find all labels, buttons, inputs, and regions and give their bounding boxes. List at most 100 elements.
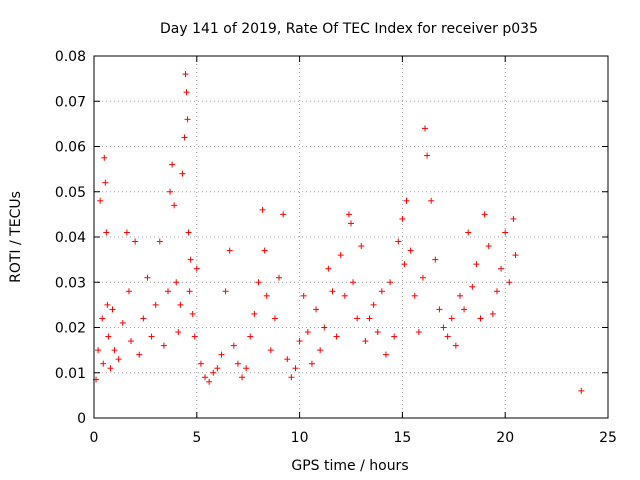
data-point	[304, 329, 311, 336]
data-point	[105, 333, 112, 340]
data-point	[100, 360, 107, 367]
data-point	[313, 306, 320, 313]
data-point	[485, 243, 492, 250]
x-tick-label: 10	[291, 430, 309, 446]
data-point	[354, 315, 361, 322]
data-point	[506, 279, 513, 286]
data-point	[187, 256, 194, 263]
data-point	[218, 351, 225, 358]
data-point	[132, 238, 139, 245]
data-point	[140, 315, 147, 322]
data-point	[169, 161, 176, 168]
data-point	[473, 261, 480, 268]
data-point	[366, 315, 373, 322]
data-point	[115, 356, 122, 363]
data-point	[370, 301, 377, 308]
data-point	[226, 247, 233, 254]
data-point	[382, 351, 389, 358]
y-tick-label: 0.08	[55, 49, 86, 65]
data-point	[255, 279, 262, 286]
x-tick-label: 5	[192, 430, 201, 446]
y-tick-label: 0.03	[55, 275, 86, 291]
data-point	[444, 333, 451, 340]
grid-lines	[94, 56, 608, 418]
data-point	[399, 215, 406, 222]
data-point	[182, 71, 189, 78]
data-point	[337, 252, 344, 259]
data-point	[428, 197, 435, 204]
data-point	[175, 329, 182, 336]
data-point	[452, 342, 459, 349]
data-point	[422, 125, 429, 132]
data-point	[345, 211, 352, 218]
data-point	[214, 365, 221, 372]
data-point	[197, 360, 204, 367]
data-point	[578, 387, 585, 394]
data-point	[358, 243, 365, 250]
data-point	[271, 315, 278, 322]
data-point	[243, 365, 250, 372]
data-point	[259, 206, 266, 213]
data-point	[173, 279, 180, 286]
x-tick-label: 20	[496, 430, 514, 446]
data-point	[284, 356, 291, 363]
data-point	[179, 170, 186, 177]
data-point	[103, 229, 110, 236]
data-point	[165, 288, 172, 295]
data-point	[95, 347, 102, 354]
data-point	[362, 338, 369, 345]
data-point	[185, 229, 192, 236]
data-point	[419, 274, 426, 281]
data-point	[407, 247, 414, 254]
data-point	[202, 374, 209, 381]
data-point	[189, 310, 196, 317]
y-axis-label: ROTI / TECUs	[8, 191, 24, 283]
data-point	[167, 188, 174, 195]
data-point	[498, 265, 505, 272]
data-point	[144, 274, 151, 281]
data-point	[119, 319, 126, 326]
data-point	[288, 374, 295, 381]
data-point	[263, 292, 270, 299]
data-point	[510, 215, 517, 222]
data-point	[186, 288, 193, 295]
data-point	[101, 154, 108, 161]
data-point	[300, 292, 307, 299]
data-point	[210, 369, 217, 376]
x-tick-label: 15	[393, 430, 411, 446]
x-tick-label: 25	[599, 430, 617, 446]
data-point	[181, 134, 188, 141]
data-point	[341, 292, 348, 299]
data-point	[251, 310, 258, 317]
data-point	[280, 211, 287, 218]
y-tick-label: 0.07	[55, 94, 86, 110]
y-tick-label: 0.04	[55, 230, 86, 246]
data-point	[321, 324, 328, 331]
data-point	[461, 306, 468, 313]
data-point	[183, 89, 190, 96]
data-point	[148, 333, 155, 340]
data-point	[502, 229, 509, 236]
data-point	[469, 283, 476, 290]
data-point	[424, 152, 431, 159]
data-point	[374, 329, 381, 336]
data-point	[191, 333, 198, 340]
data-point	[415, 329, 422, 336]
data-point	[109, 306, 116, 313]
data-point	[387, 279, 394, 286]
data-point	[378, 288, 385, 295]
data-point	[222, 288, 229, 295]
data-point	[296, 338, 303, 345]
data-point	[465, 229, 472, 236]
data-point	[156, 238, 163, 245]
data-point	[234, 360, 241, 367]
data-point	[247, 333, 254, 340]
data-point	[493, 288, 500, 295]
data-point	[128, 338, 135, 345]
data-point	[171, 202, 178, 209]
data-point	[152, 301, 159, 308]
data-point	[230, 342, 237, 349]
data-point	[184, 116, 191, 123]
data-point	[177, 301, 184, 308]
